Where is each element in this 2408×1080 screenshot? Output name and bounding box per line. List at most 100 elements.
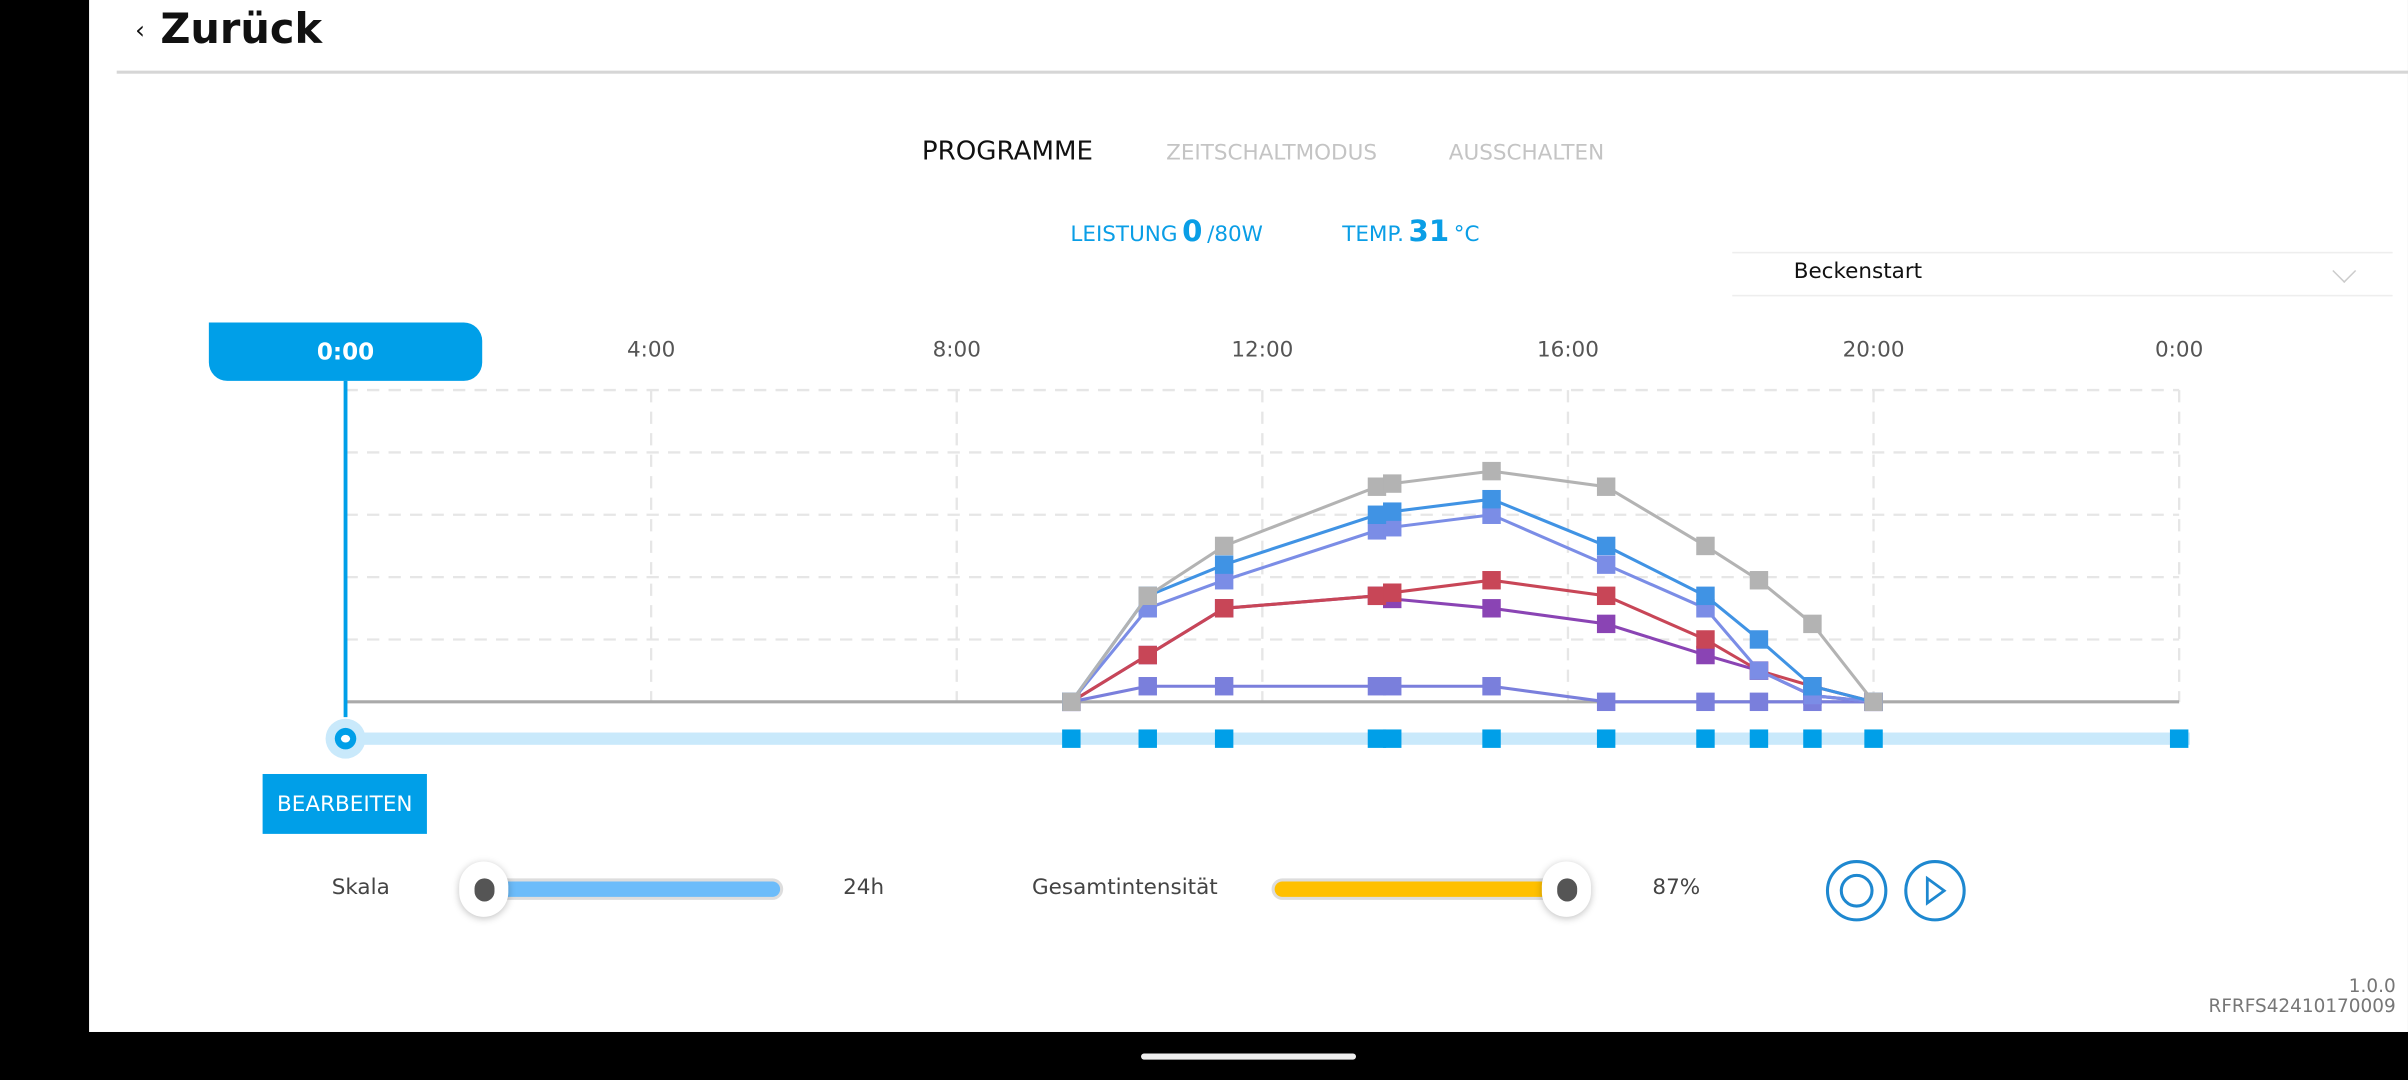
data-point xyxy=(1367,677,1387,696)
x-tick-label: 0:00 xyxy=(2155,337,2204,363)
timeline-marker[interactable] xyxy=(1864,729,1883,748)
data-point xyxy=(1482,599,1501,618)
temp-unit: °C xyxy=(1453,222,1480,248)
current-time-marker[interactable]: 0:00 xyxy=(208,322,483,381)
timeline-marker[interactable] xyxy=(1696,729,1715,748)
data-point xyxy=(1596,536,1616,556)
data-point xyxy=(1062,692,1081,712)
record-button[interactable] xyxy=(1825,859,1888,922)
scale-label: Skala xyxy=(331,875,390,900)
data-point xyxy=(1482,505,1501,524)
data-point xyxy=(1803,677,1822,696)
header-divider xyxy=(116,70,2408,74)
timeline-marker[interactable] xyxy=(1749,729,1769,748)
data-point xyxy=(1696,630,1715,649)
current-time: 0:00 xyxy=(316,337,375,366)
timeline-marker[interactable] xyxy=(1596,729,1616,748)
data-point xyxy=(1214,571,1234,590)
data-point xyxy=(1214,536,1234,556)
x-tick-label: 12:00 xyxy=(1231,337,1294,363)
data-point xyxy=(1482,677,1501,696)
data-point xyxy=(1596,692,1616,712)
x-tick-label: 4:00 xyxy=(626,337,676,363)
circle-icon xyxy=(1839,873,1874,908)
scale-value: 24h xyxy=(843,875,885,900)
program-select-value: Beckenstart xyxy=(1793,259,1923,285)
x-tick-label: 8:00 xyxy=(932,337,981,363)
data-point xyxy=(1367,521,1387,540)
data-point xyxy=(1383,583,1402,602)
data-point xyxy=(1138,645,1157,665)
data-point xyxy=(1596,586,1616,606)
timeline-marker[interactable] xyxy=(1482,729,1501,748)
tab-programme[interactable]: PROGRAMME xyxy=(921,136,1093,168)
data-point xyxy=(1749,630,1769,649)
intensity-label: Gesamtintensität xyxy=(1031,875,1218,900)
play-button[interactable] xyxy=(1904,859,1966,922)
timeline-marker[interactable] xyxy=(1803,729,1822,748)
data-point xyxy=(1214,555,1234,574)
data-point xyxy=(1749,661,1769,680)
data-point xyxy=(1367,586,1387,606)
power-status: LEISTUNG 0 /80W xyxy=(1070,215,1263,249)
data-point xyxy=(1482,461,1501,481)
data-point xyxy=(1367,505,1387,524)
data-point xyxy=(1749,571,1769,590)
temp-value: 31 xyxy=(1408,214,1450,249)
data-point xyxy=(1803,614,1822,634)
data-point xyxy=(1596,614,1616,634)
data-point xyxy=(1383,677,1402,696)
app-screen xyxy=(89,0,2408,1032)
home-indicator[interactable] xyxy=(1141,1053,1357,1060)
data-point xyxy=(1383,502,1402,521)
timeline-marker[interactable] xyxy=(1214,729,1234,748)
data-point xyxy=(1138,677,1157,696)
data-point xyxy=(1696,586,1715,606)
data-point xyxy=(1596,477,1616,496)
temperature-status: TEMP. 31 °C xyxy=(1342,215,1479,249)
tab-ausschalten[interactable]: AUSSCHALTEN xyxy=(1448,141,1605,166)
x-tick-label: 16:00 xyxy=(1536,337,1599,363)
data-point xyxy=(1482,489,1501,509)
edit-button[interactable]: BEARBEITEN xyxy=(262,773,427,834)
data-point xyxy=(1864,692,1883,712)
timeline-marker[interactable] xyxy=(1062,729,1081,748)
x-tick-label: 20:00 xyxy=(1842,337,1905,363)
power-value: 0 xyxy=(1182,214,1203,249)
data-point xyxy=(1596,555,1616,574)
tab-zeitschaltmodus[interactable]: ZEITSCHALTMODUS xyxy=(1166,141,1378,166)
serial-number: RFRFS42410170009 xyxy=(2208,995,2396,1017)
temp-label: TEMP. xyxy=(1342,222,1404,248)
data-point xyxy=(1214,599,1234,618)
data-point xyxy=(1214,677,1234,696)
back-label: Zurück xyxy=(160,6,323,54)
scale-slider[interactable] xyxy=(476,878,784,900)
intensity-slider-handle[interactable] xyxy=(1541,861,1591,917)
data-point xyxy=(1138,586,1157,606)
back-button[interactable]: ‹ Zurück xyxy=(135,6,322,54)
intensity-value: 87% xyxy=(1652,875,1701,900)
version-text: 1.0.0 xyxy=(2348,975,2396,997)
data-point xyxy=(1383,518,1402,537)
chevron-left-icon: ‹ xyxy=(135,15,145,45)
program-select[interactable]: Beckenstart xyxy=(1732,251,2393,297)
power-label: LEISTUNG xyxy=(1070,222,1178,248)
timeline-marker[interactable] xyxy=(1383,729,1402,748)
timeline-marker[interactable] xyxy=(1367,729,1387,748)
data-point xyxy=(1482,571,1501,590)
intensity-slider[interactable] xyxy=(1271,878,1579,900)
data-point xyxy=(1383,474,1402,493)
timeline-track xyxy=(362,732,2190,745)
data-point xyxy=(1367,477,1387,496)
scale-slider-fill xyxy=(479,881,781,897)
scale-slider-handle[interactable] xyxy=(459,861,509,917)
intensity-slider-fill xyxy=(1274,881,1570,897)
power-max: /80W xyxy=(1207,222,1263,248)
data-point xyxy=(1696,692,1715,712)
timeline-marker[interactable] xyxy=(2169,729,2189,748)
data-point xyxy=(1696,536,1715,556)
play-icon xyxy=(1925,875,1947,906)
timeline-handle-dot xyxy=(340,734,351,743)
timeline-marker[interactable] xyxy=(1138,729,1157,748)
